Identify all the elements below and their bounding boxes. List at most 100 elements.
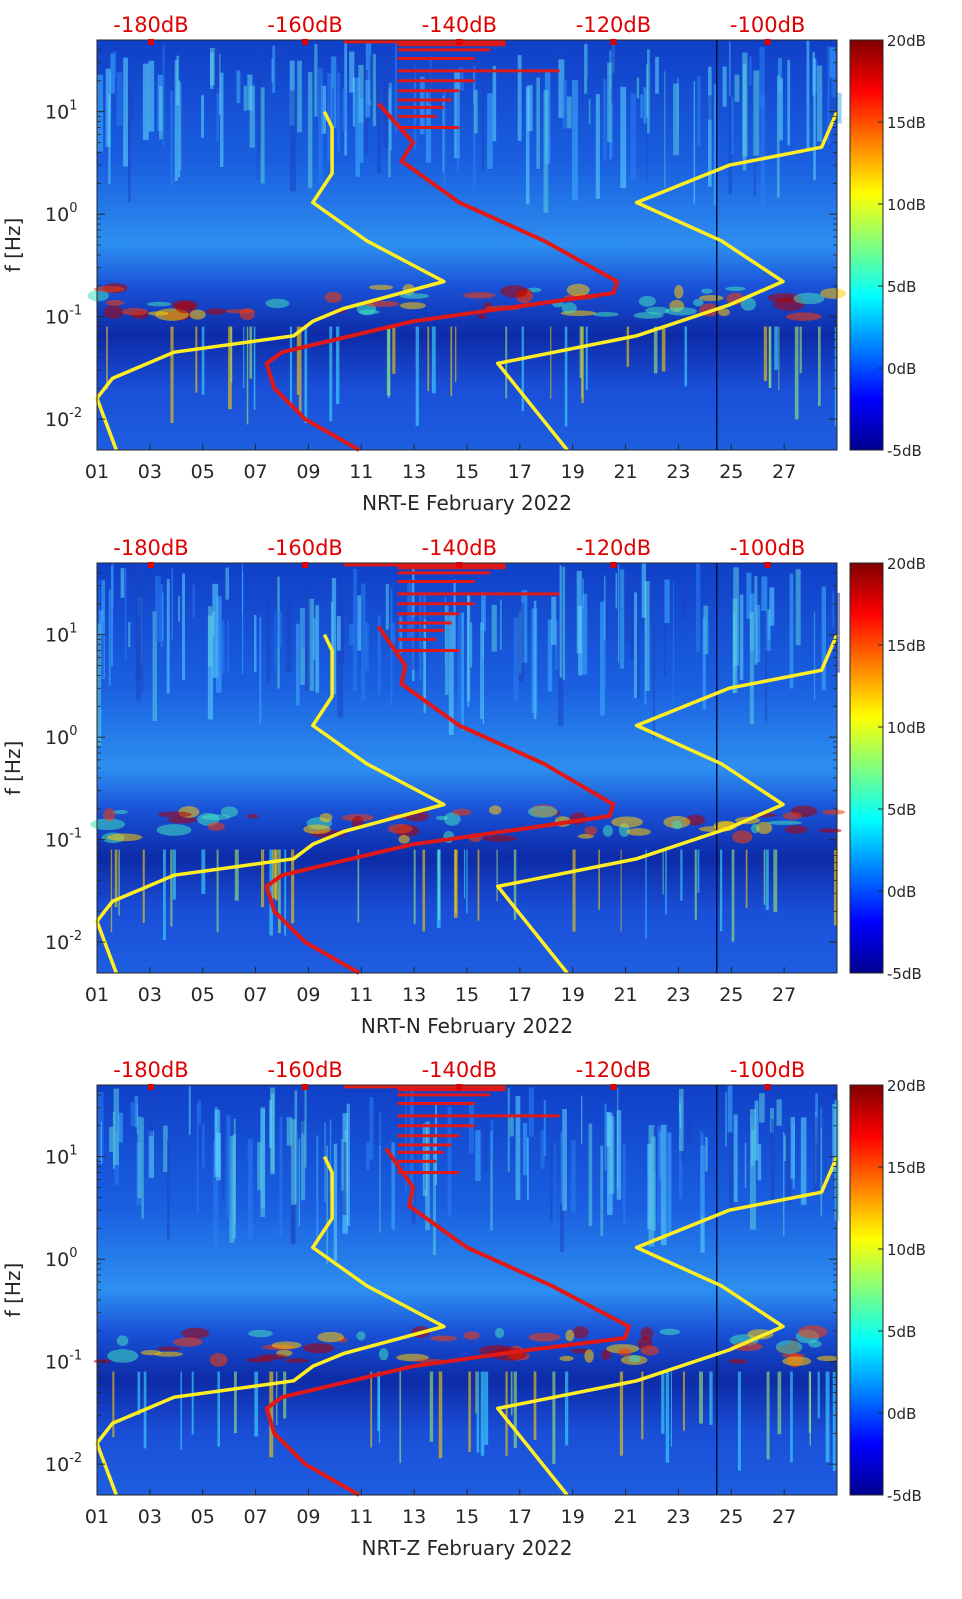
texture-band bbox=[481, 592, 486, 632]
texture-blob bbox=[173, 1337, 203, 1347]
texture-band bbox=[271, 58, 273, 83]
top-tick-label: -160dB bbox=[267, 13, 342, 37]
texture-band bbox=[480, 622, 483, 720]
texture-band bbox=[260, 1107, 266, 1217]
texture-band bbox=[473, 89, 478, 134]
texture-band bbox=[211, 611, 215, 636]
texture-blob bbox=[103, 305, 124, 319]
texture-blob bbox=[147, 301, 172, 307]
colorbar-label: 20dB bbox=[887, 1077, 926, 1095]
texture-band bbox=[467, 595, 470, 708]
texture-band bbox=[229, 1136, 235, 1243]
texture-stripe bbox=[454, 849, 457, 913]
x-tick-label: 15 bbox=[455, 461, 479, 483]
colorbar: 20dB 15dB 10dB 5dB 0dB -5dB bbox=[849, 555, 926, 983]
top-tick-mark bbox=[764, 1084, 771, 1090]
texture-band bbox=[258, 46, 261, 153]
x-tick-label: 21 bbox=[613, 984, 637, 1006]
texture-stripe bbox=[505, 1371, 508, 1456]
texture-blob bbox=[782, 1356, 812, 1366]
texture-blob bbox=[784, 825, 808, 834]
texture-band bbox=[201, 95, 205, 138]
texture-band bbox=[491, 604, 497, 652]
texture-stripe bbox=[765, 849, 769, 910]
texture-band bbox=[128, 84, 131, 203]
top-db-axis: -180dB -160dB -140dB -120dB -100dB bbox=[113, 536, 805, 568]
texture-band bbox=[457, 612, 464, 717]
texture-stripe bbox=[552, 1371, 556, 1465]
y-axis-title: f [Hz] bbox=[1, 741, 25, 796]
texture-band bbox=[783, 1135, 786, 1161]
top-db-axis: -180dB -160dB -140dB -120dB -100dB bbox=[113, 13, 805, 45]
spectrogram-panel-3: 01 03 05 07 09 11 13 15 17 19 21 23 25 27 NRT-Z Februa… bbox=[1, 1058, 926, 1560]
colorbar: 20dB 15dB 10dB 5dB 0dB -5dB bbox=[849, 32, 926, 460]
colorbar-label: 5dB bbox=[887, 801, 916, 819]
x-tick-label: 25 bbox=[719, 461, 743, 483]
texture-stripe bbox=[253, 326, 256, 410]
texture-band bbox=[148, 60, 155, 132]
texture-stripe bbox=[106, 326, 108, 390]
texture-band bbox=[673, 83, 680, 156]
texture-band bbox=[783, 1132, 785, 1236]
texture-band bbox=[813, 58, 816, 181]
texture-blob bbox=[785, 312, 822, 321]
texture-band bbox=[385, 584, 389, 630]
texture-band bbox=[770, 1118, 775, 1200]
texture-stripe bbox=[475, 1371, 477, 1414]
texture-blob bbox=[566, 283, 590, 297]
texture-blob bbox=[692, 298, 704, 307]
texture-blob bbox=[156, 824, 192, 836]
texture-band bbox=[732, 598, 738, 693]
top-tick-mark bbox=[147, 39, 154, 45]
texture-band bbox=[640, 94, 643, 119]
texture-band bbox=[800, 1117, 807, 1205]
texture-band bbox=[827, 46, 830, 146]
texture-band bbox=[765, 606, 768, 722]
texture-band bbox=[728, 1134, 735, 1210]
texture-band bbox=[225, 567, 230, 600]
texture-band bbox=[307, 72, 313, 189]
texture-stripe bbox=[392, 326, 396, 374]
x-tick-label: 21 bbox=[613, 461, 637, 483]
texture-band bbox=[130, 82, 134, 121]
texture-band bbox=[551, 596, 557, 645]
texture-band bbox=[137, 1116, 142, 1199]
x-tick-label: 01 bbox=[85, 461, 109, 483]
texture-band bbox=[241, 563, 244, 615]
colorbar-label: 10dB bbox=[887, 1241, 926, 1259]
texture-band bbox=[365, 40, 372, 106]
texture-stripe bbox=[680, 849, 683, 901]
texture-band bbox=[759, 46, 765, 107]
texture-band bbox=[560, 1132, 562, 1204]
texture-band bbox=[134, 1095, 139, 1128]
texture-band bbox=[604, 575, 606, 640]
texture-band bbox=[816, 65, 823, 142]
texture-band bbox=[832, 591, 834, 627]
texture-band bbox=[207, 615, 214, 720]
texture-blob bbox=[171, 300, 198, 310]
texture-stripe bbox=[790, 1371, 793, 1463]
texture-band bbox=[660, 1124, 667, 1246]
texture-band bbox=[836, 92, 842, 124]
texture-stripe bbox=[773, 849, 778, 913]
texture-blob bbox=[808, 1340, 822, 1348]
x-tick-label: 05 bbox=[191, 984, 215, 1006]
x-tick-label: 01 bbox=[85, 1506, 109, 1528]
texture-band bbox=[300, 1120, 306, 1201]
texture-stripe bbox=[450, 326, 453, 397]
top-tick-mark bbox=[610, 39, 617, 45]
texture-stripe bbox=[228, 326, 232, 410]
texture-band bbox=[428, 67, 433, 105]
texture-band bbox=[128, 622, 131, 648]
texture-stripe bbox=[304, 326, 308, 424]
texture-stripe bbox=[278, 849, 281, 934]
texture-stripe bbox=[719, 849, 723, 932]
texture-band bbox=[365, 79, 371, 118]
texture-blob bbox=[601, 1349, 612, 1360]
texture-blob bbox=[659, 1328, 681, 1336]
texture-band bbox=[274, 609, 276, 667]
texture-band bbox=[664, 579, 670, 623]
texture-band bbox=[196, 1103, 199, 1213]
texture-band bbox=[219, 72, 224, 168]
texture-band bbox=[348, 623, 354, 646]
